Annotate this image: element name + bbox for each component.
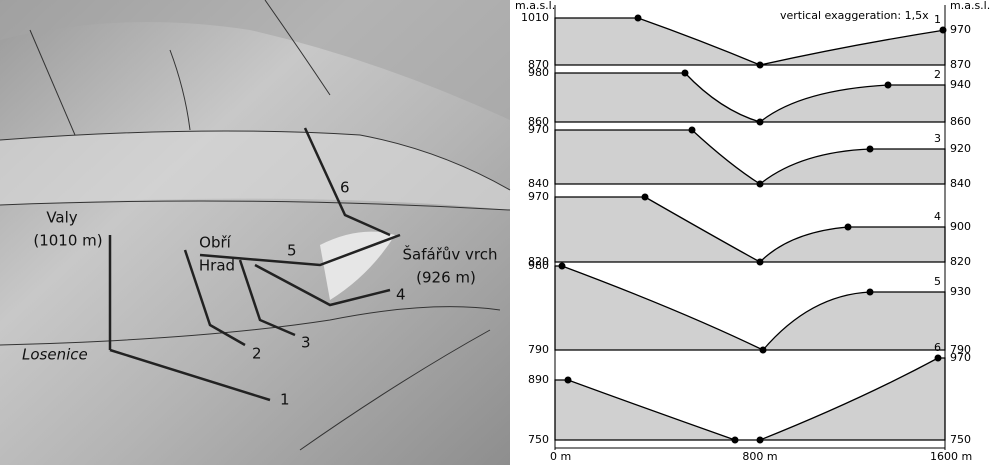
- route-number: 5: [287, 242, 297, 260]
- dot: [867, 289, 874, 296]
- profile-number: 3: [934, 132, 941, 145]
- dot: [885, 82, 892, 89]
- route-number: 6: [340, 179, 350, 197]
- dot: [689, 127, 696, 134]
- right-tick-label: 750: [950, 433, 971, 446]
- route-number: 3: [301, 334, 311, 352]
- map-label: (926 m): [416, 269, 476, 287]
- route-number: 2: [252, 345, 262, 363]
- route-number: 4: [396, 286, 406, 304]
- profile-number: 4: [934, 210, 941, 223]
- right-tick-label: 930: [950, 285, 971, 298]
- left-tick-label: 750: [528, 433, 549, 446]
- right-tick-label: 840: [950, 177, 971, 190]
- dot: [845, 224, 852, 231]
- relief-map: Valy (1010 m) Obří Hrad Šafářův vrch (92…: [0, 0, 510, 465]
- map-label: Šafářův vrch: [403, 245, 498, 264]
- profiles: m.a.s.l. m.a.s.l. vertical exaggeration:…: [515, 0, 990, 463]
- map-label: Obří: [199, 234, 231, 252]
- profile-number: 2: [934, 68, 941, 81]
- profile-number: 1: [934, 13, 941, 26]
- x-label: 800 m: [742, 450, 777, 463]
- right-tick-label: 940: [950, 78, 971, 91]
- left-tick-label: 840: [528, 177, 549, 190]
- left-tick-label: 970: [528, 190, 549, 203]
- profile-6: [555, 358, 945, 440]
- right-tick-label: 970: [950, 23, 971, 36]
- map-label: Hrad: [199, 257, 235, 275]
- right-tick-label: 920: [950, 142, 971, 155]
- map-label: Valy: [46, 209, 77, 227]
- x-label: 1600 m: [930, 450, 972, 463]
- exaggeration-note: vertical exaggeration: 1,5x: [780, 9, 929, 22]
- route-number: 1: [280, 391, 290, 409]
- left-tick-label: 980: [528, 259, 549, 272]
- profile-2: [555, 73, 945, 122]
- dot: [635, 15, 642, 22]
- unit-label: m.a.s.l.: [950, 0, 990, 12]
- profile-1: [555, 18, 945, 65]
- dot: [565, 377, 572, 384]
- figure: Valy (1010 m) Obří Hrad Šafářův vrch (92…: [0, 0, 995, 465]
- dot: [642, 194, 649, 201]
- left-tick-label: 970: [528, 123, 549, 136]
- right-tick-label: 970: [950, 351, 971, 364]
- profile-4: [555, 197, 945, 262]
- left-tick-label: 790: [528, 343, 549, 356]
- profile-number: 5: [934, 275, 941, 288]
- right-tick-label: 900: [950, 220, 971, 233]
- profile-number: 6: [934, 341, 941, 354]
- dot: [559, 263, 566, 270]
- right-tick-label: 870: [950, 58, 971, 71]
- right-tick-label: 860: [950, 115, 971, 128]
- dot: [935, 355, 942, 362]
- right-tick-label: 820: [950, 255, 971, 268]
- dot: [867, 146, 874, 153]
- left-tick-label: 980: [528, 66, 549, 79]
- profile-3: [555, 130, 945, 184]
- map-label: Losenice: [22, 346, 88, 364]
- profile-5: [555, 266, 945, 350]
- map-label: (1010 m): [33, 232, 102, 250]
- x-label: 0 m: [550, 450, 571, 463]
- left-tick-label: 1010: [521, 11, 549, 24]
- left-tick-label: 890: [528, 373, 549, 386]
- dot: [682, 70, 689, 77]
